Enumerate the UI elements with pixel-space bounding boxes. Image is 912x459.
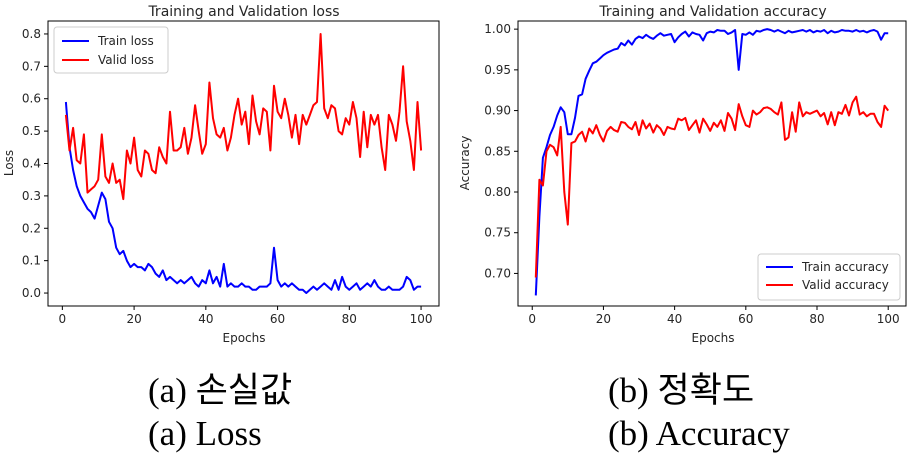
x-tick-label: 80 <box>809 312 824 326</box>
figure: Training and Validation loss 0 20 40 60 80 10… <box>2 4 907 345</box>
y-tick-label: 0.2 <box>22 221 41 235</box>
legend-box <box>757 253 901 301</box>
x-tick-label: 20 <box>596 312 611 326</box>
legend: Train loss Valid loss <box>53 26 169 74</box>
x-axis-label: Epochs <box>692 331 735 345</box>
y-tick-label: 0.0 <box>22 286 41 300</box>
caption-loss-english: (a) Loss <box>148 414 262 453</box>
y-axis-label: Loss <box>2 150 16 176</box>
legend-label-train-loss: Train loss <box>97 34 154 48</box>
legend-box <box>53 26 169 74</box>
caption-loss-korean: (a) 손실값 <box>148 371 293 410</box>
series-line-valid-accuracy <box>534 95 890 278</box>
x-tick-label: 60 <box>738 312 753 326</box>
legend-label-valid-accuracy: Valid accuracy <box>802 278 889 292</box>
y-tick-label: 0.90 <box>484 104 511 118</box>
y-tick-label: 0.6 <box>22 92 41 106</box>
caption-accuracy-english: (b) Accuracy <box>608 414 790 453</box>
x-tick-label: 40 <box>198 312 213 326</box>
legend-label-valid-loss: Valid loss <box>98 53 154 67</box>
y-axis-label: Accuracy <box>458 136 472 191</box>
y-tick-label: 0.3 <box>22 189 41 203</box>
x-tick-label: 80 <box>342 312 357 326</box>
x-tick-label: 0 <box>59 312 67 326</box>
series-line-valid-loss <box>64 33 423 201</box>
y-tick-label: 0.80 <box>484 185 511 199</box>
legend-label-train-accuracy: Train accuracy <box>801 260 889 274</box>
x-tick-label: 100 <box>877 312 900 326</box>
y-tick-label: 0.8 <box>22 27 41 41</box>
caption-accuracy-korean: (b) 정확도 <box>608 371 755 410</box>
y-tick-label: 0.85 <box>484 144 511 158</box>
legend: Train accuracy Valid accuracy <box>757 253 901 301</box>
loss-chart: Training and Validation loss 0 20 40 60 80 10… <box>2 4 440 345</box>
plot-frame <box>517 20 907 307</box>
y-tick-label: 0.7 <box>22 59 41 73</box>
x-tick-label: 20 <box>126 312 141 326</box>
x-axis-label: Epochs <box>223 331 266 345</box>
accuracy-chart: Training and Validation accuracy 0 20 40 60… <box>458 4 907 345</box>
x-tick-label: 60 <box>270 312 285 326</box>
y-tick-label: 1.00 <box>484 22 511 36</box>
x-tick-label: 40 <box>667 312 682 326</box>
y-tick-label: 0.75 <box>484 226 511 240</box>
y-tick-label: 0.95 <box>484 63 511 77</box>
series-line-train-loss <box>64 101 422 294</box>
x-tick-label: 100 <box>410 312 433 326</box>
series-line-train-accuracy <box>534 28 889 296</box>
chart-title: Training and Validation accuracy <box>598 4 826 20</box>
y-tick-label: 0.4 <box>22 157 41 171</box>
y-tick-label: 0.5 <box>22 124 41 138</box>
y-tick-label: 0.1 <box>22 254 41 268</box>
x-tick-label: 0 <box>528 312 536 326</box>
chart-title: Training and Validation loss <box>147 4 339 20</box>
y-tick-label: 0.70 <box>484 266 511 280</box>
